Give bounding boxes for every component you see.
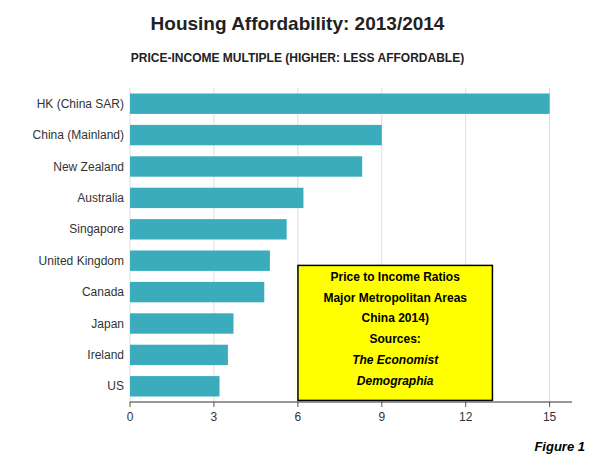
tick-label: 3 [211,410,218,424]
category-label: United Kingdom [39,254,124,268]
bar [130,156,362,176]
tick-mark [297,402,298,407]
tick-label: 12 [459,410,473,424]
category-label: Australia [77,191,124,205]
bar [130,250,270,270]
category-label: Ireland [87,348,124,362]
bar [130,125,382,145]
bar [130,313,234,333]
title: Housing Affordability: 2013/2014 [151,13,445,34]
annotation-line: Demographia [357,374,434,388]
bar [130,188,303,208]
tick-label: 15 [543,410,557,424]
tick-mark [381,402,382,407]
tick-mark [549,402,550,407]
tick-mark [213,402,214,407]
category-label: Singapore [69,222,124,236]
tick-mark [130,402,131,407]
category-label: US [107,379,124,393]
tick-label: 9 [378,410,385,424]
tick-mark [465,402,466,407]
bar [130,376,220,396]
caption: Figure 1 [534,439,585,454]
annotation-line: Price to Income Ratios [331,270,461,284]
annotation-line: The Economist [352,353,439,367]
annotation-line: Major Metropolitan Areas [323,291,467,305]
tick-label: 6 [295,410,302,424]
grid [130,88,550,402]
chart: Housing Affordability: 2013/2014 PRICE-IN… [0,0,595,459]
category-label: Canada [82,285,124,299]
grid-line [549,88,550,402]
annotation-line: Sources: [370,332,421,346]
bar [130,93,550,113]
annotation-box [298,265,492,400]
category-label: Japan [91,317,124,331]
category-label: HK (China SAR) [37,97,124,111]
annotation-line: China 2014) [362,311,429,325]
category-label: New Zealand [53,160,124,174]
x-axis [130,402,572,403]
bar [130,282,264,302]
tick-label: 0 [127,410,134,424]
bar [130,345,228,365]
bar [130,219,287,239]
category-label: China (Mainland) [33,128,124,142]
subtitle: PRICE-INCOME MULTIPLE (HIGHER: LESS AFFO… [131,51,464,65]
